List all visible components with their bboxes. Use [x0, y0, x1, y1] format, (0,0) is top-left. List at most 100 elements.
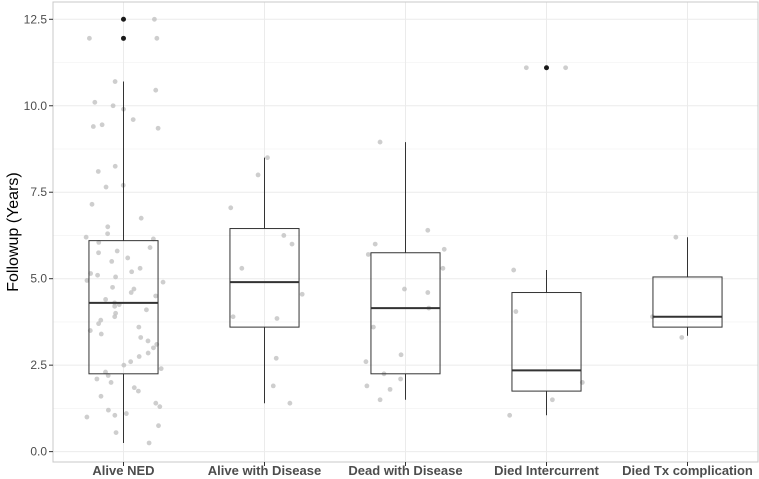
- data-point: [364, 383, 370, 389]
- data-point: [513, 309, 519, 314]
- data-point: [112, 303, 118, 309]
- data-point: [92, 99, 98, 105]
- box-iqr: [511, 292, 582, 392]
- y-tick-label: 7.5: [30, 185, 47, 199]
- outlier-point: [121, 35, 126, 41]
- data-point: [112, 163, 118, 169]
- data-point: [144, 307, 149, 313]
- data-point: [154, 35, 160, 41]
- y-tick-label: 2.5: [30, 358, 47, 372]
- y-tick-label: 5.0: [30, 272, 47, 286]
- x-tick-label: Died Tx complication: [622, 463, 753, 478]
- data-point: [130, 117, 136, 122]
- data-point: [129, 269, 135, 275]
- data-point: [109, 258, 115, 264]
- box-layer: [88, 16, 723, 443]
- jitter-points: [83, 16, 685, 446]
- y-axis-title: Followup (Years): [5, 172, 22, 291]
- y-axis: 0.0 2.5 5.0 7.5 10.0 12.5: [24, 12, 53, 459]
- data-point: [131, 385, 137, 391]
- x-axis: Alive NED Alive with Disease Dead with Dis…: [92, 462, 753, 478]
- data-point: [425, 227, 431, 233]
- data-point: [377, 397, 383, 403]
- data-point: [96, 239, 102, 245]
- box-died-tx-complication: [652, 237, 723, 336]
- data-point: [156, 423, 161, 429]
- data-point: [103, 297, 109, 302]
- data-point: [152, 16, 157, 22]
- data-point: [511, 267, 517, 273]
- data-point: [673, 234, 679, 240]
- data-point: [113, 430, 119, 436]
- data-point: [265, 155, 270, 161]
- data-point: [255, 172, 261, 178]
- data-point: [370, 324, 376, 330]
- data-point: [523, 65, 529, 71]
- data-point: [440, 265, 446, 271]
- data-point: [136, 354, 142, 359]
- data-point: [138, 215, 144, 221]
- data-point: [110, 284, 115, 290]
- box-alive-ned: [88, 16, 159, 443]
- data-point: [135, 388, 141, 394]
- data-point: [402, 286, 407, 292]
- data-point: [679, 335, 685, 340]
- data-point: [96, 321, 102, 327]
- data-point: [289, 241, 295, 247]
- data-point: [98, 393, 104, 399]
- data-point: [153, 293, 159, 299]
- data-point: [372, 241, 378, 247]
- data-point: [84, 414, 90, 420]
- data-point: [160, 279, 166, 285]
- data-point: [274, 316, 280, 321]
- data-point: [441, 246, 447, 252]
- data-point: [398, 376, 403, 382]
- data-point: [273, 355, 279, 361]
- data-point: [299, 291, 305, 297]
- outlier-point: [544, 65, 549, 71]
- data-point: [145, 350, 151, 356]
- data-point: [105, 231, 111, 237]
- y-tick-label: 12.5: [24, 12, 48, 26]
- data-point: [158, 366, 164, 372]
- data-point: [147, 245, 153, 250]
- outlier-point: [121, 16, 126, 22]
- data-point: [131, 286, 137, 292]
- data-point: [108, 380, 114, 385]
- data-point: [377, 139, 383, 145]
- data-point: [425, 290, 431, 295]
- data-point: [363, 359, 369, 365]
- data-point: [84, 278, 90, 283]
- data-point: [563, 65, 569, 71]
- data-point: [112, 412, 118, 418]
- data-point: [146, 440, 152, 446]
- data-point: [95, 169, 101, 174]
- data-point: [365, 252, 371, 257]
- x-tick-label: Dead with Disease: [348, 463, 462, 478]
- box-died-intercurrent: [511, 65, 582, 416]
- data-point: [112, 79, 118, 84]
- data-point: [83, 234, 89, 240]
- data-point: [98, 331, 104, 337]
- data-point: [110, 103, 116, 109]
- data-point: [86, 35, 92, 41]
- data-point: [125, 255, 131, 261]
- data-point: [398, 352, 404, 358]
- box-dead-with-disease: [370, 142, 441, 400]
- data-point: [128, 290, 134, 295]
- data-point: [94, 376, 100, 382]
- data-point: [138, 335, 144, 340]
- data-point: [90, 124, 96, 129]
- data-point: [228, 205, 234, 211]
- data-point: [136, 324, 142, 330]
- data-point: [123, 411, 129, 416]
- box-iqr: [652, 276, 723, 328]
- data-point: [105, 373, 111, 378]
- x-tick-label: Alive NED: [92, 463, 154, 478]
- data-point: [105, 407, 111, 413]
- data-point: [287, 400, 293, 406]
- data-point: [105, 224, 111, 230]
- data-point: [239, 265, 245, 271]
- data-point: [112, 314, 118, 320]
